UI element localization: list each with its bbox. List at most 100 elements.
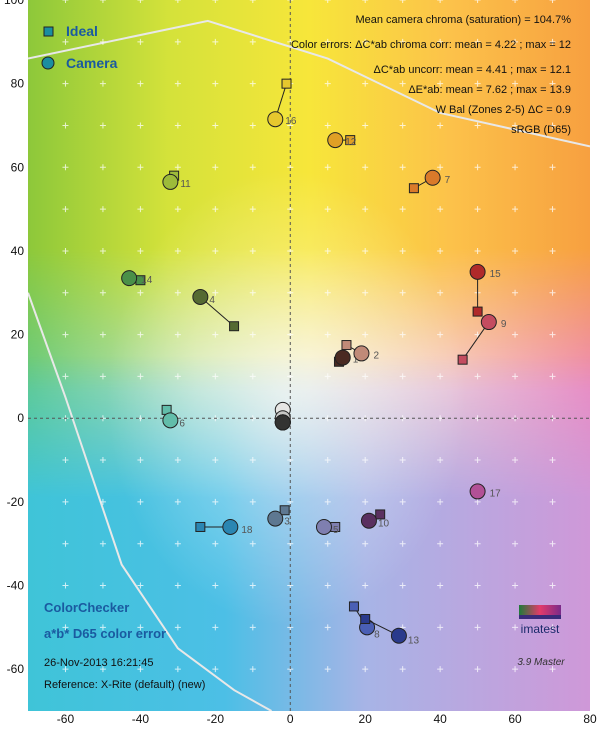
grid-cross bbox=[437, 666, 444, 673]
grid-cross bbox=[174, 331, 181, 338]
grid-cross bbox=[549, 582, 556, 589]
grid-cross bbox=[212, 0, 219, 3]
info-line: Mean camera chroma (saturation) = 104.7% bbox=[355, 14, 571, 26]
grid-cross bbox=[549, 122, 556, 129]
grid-cross bbox=[512, 373, 519, 380]
grid-cross bbox=[62, 624, 69, 631]
camera-circle-marker bbox=[480, 314, 497, 331]
timestamp: 26-Nov-2013 16:21:45 bbox=[44, 657, 153, 669]
grid-cross bbox=[99, 373, 106, 380]
grid-cross bbox=[212, 206, 219, 213]
srgb-gamut-boundary bbox=[28, 19, 590, 711]
camera-circle-marker bbox=[469, 263, 486, 280]
grid-cross bbox=[99, 540, 106, 547]
grid-cross bbox=[399, 38, 406, 45]
grid-cross bbox=[62, 373, 69, 380]
x-tick-label: 0 bbox=[287, 712, 294, 726]
y-tick-label: 0 bbox=[17, 411, 24, 425]
point-label: 6 bbox=[179, 418, 185, 429]
grid-cross bbox=[437, 624, 444, 631]
grid-cross bbox=[362, 38, 369, 45]
grid-cross bbox=[324, 540, 331, 547]
grid-cross bbox=[399, 666, 406, 673]
tick-labels: -60 -40 -20 0 20 40 60 80 100 80 60 40 20 0 -20 -40 -60 bbox=[4, 0, 597, 726]
gamut-left-line bbox=[28, 292, 273, 711]
grid-cross bbox=[249, 373, 256, 380]
point-label: 10 bbox=[378, 519, 390, 530]
grid-cross bbox=[212, 80, 219, 87]
camera-circle-marker bbox=[274, 414, 291, 431]
grid-cross bbox=[212, 331, 219, 338]
grid-cross bbox=[437, 206, 444, 213]
grid-cross bbox=[512, 289, 519, 296]
grid-cross bbox=[362, 498, 369, 505]
grid-cross bbox=[212, 164, 219, 171]
grid-cross bbox=[474, 373, 481, 380]
grid-cross bbox=[362, 373, 369, 380]
camera-circle-marker bbox=[162, 412, 179, 429]
grid-cross bbox=[474, 80, 481, 87]
grid-cross bbox=[512, 122, 519, 129]
grid-cross bbox=[249, 624, 256, 631]
grid-cross bbox=[549, 331, 556, 338]
grid-cross bbox=[399, 373, 406, 380]
grid-cross bbox=[137, 624, 144, 631]
grid-cross bbox=[62, 582, 69, 589]
grid-cross bbox=[549, 624, 556, 631]
brand-name: imatest bbox=[521, 622, 560, 636]
grid-cross bbox=[99, 164, 106, 171]
camera-circle-marker bbox=[121, 270, 138, 287]
grid-cross bbox=[324, 457, 331, 464]
grid-cross bbox=[474, 666, 481, 673]
point-label: 11 bbox=[180, 179, 191, 190]
info-text-block: Mean camera chroma (saturation) = 104.7%… bbox=[291, 14, 571, 136]
grid-cross bbox=[362, 80, 369, 87]
chart-caption: ColorChecker a*b* D65 color error 26-Nov… bbox=[44, 600, 205, 691]
grid-cross bbox=[99, 80, 106, 87]
grid-cross bbox=[324, 0, 331, 3]
grid-cross bbox=[137, 582, 144, 589]
grid-cross bbox=[137, 331, 144, 338]
grid-cross bbox=[174, 624, 181, 631]
grid-cross bbox=[174, 289, 181, 296]
grid-cross bbox=[324, 80, 331, 87]
y-tick-label: 40 bbox=[11, 244, 25, 258]
point-label: 7 bbox=[445, 175, 451, 186]
grid-cross bbox=[474, 122, 481, 129]
grid-cross bbox=[249, 289, 256, 296]
grid-cross bbox=[549, 206, 556, 213]
grid-cross bbox=[174, 582, 181, 589]
grid-cross bbox=[137, 0, 144, 3]
point-label: 5 bbox=[333, 525, 339, 536]
grid-cross bbox=[137, 540, 144, 547]
grid-cross bbox=[362, 666, 369, 673]
y-tick-label: 100 bbox=[4, 0, 24, 7]
grid-cross bbox=[324, 373, 331, 380]
grid-cross bbox=[512, 457, 519, 464]
grid-cross bbox=[437, 540, 444, 547]
grid-cross bbox=[324, 666, 331, 673]
grid-cross bbox=[549, 164, 556, 171]
grid-cross bbox=[362, 457, 369, 464]
grid-cross bbox=[62, 0, 69, 3]
grid-cross bbox=[137, 247, 144, 254]
y-tick-label: 60 bbox=[11, 160, 25, 174]
grid-cross bbox=[474, 457, 481, 464]
grid-cross bbox=[399, 247, 406, 254]
info-line: ΔC*ab uncorr: mean = 4.41 ; max = 12.1 bbox=[373, 64, 571, 76]
grid-cross bbox=[62, 164, 69, 171]
grid-cross bbox=[399, 122, 406, 129]
imatest-logo: imatest 3.9 Master bbox=[517, 605, 565, 668]
point-label: 9 bbox=[501, 319, 507, 330]
x-tick-label: -40 bbox=[132, 712, 150, 726]
chart-title: ColorChecker bbox=[44, 600, 129, 615]
grid-cross bbox=[212, 540, 219, 547]
grid-cross bbox=[99, 122, 106, 129]
camera-circle-marker bbox=[334, 349, 351, 366]
grid-cross bbox=[324, 206, 331, 213]
grid-cross bbox=[362, 122, 369, 129]
grid-cross bbox=[137, 373, 144, 380]
point-label: 16 bbox=[285, 116, 297, 127]
